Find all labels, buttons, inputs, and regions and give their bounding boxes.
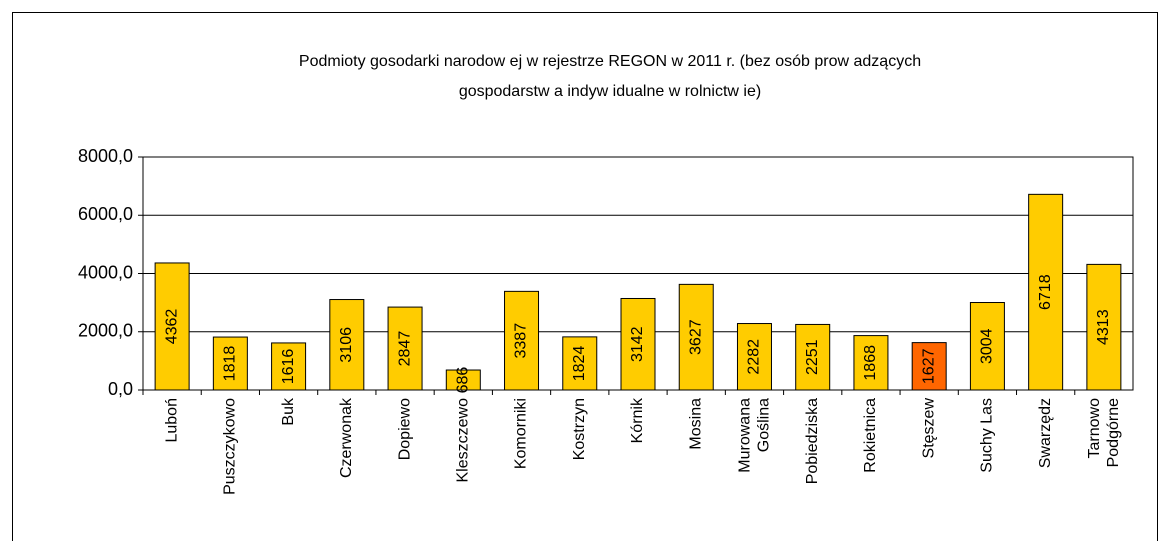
data-label: 4313 <box>1095 309 1112 345</box>
chart-border <box>12 12 1158 541</box>
x-tick-label: Stęszew <box>920 398 937 459</box>
x-tick-label: Dopiewo <box>396 398 413 460</box>
bar <box>911 342 947 391</box>
bar <box>212 336 248 391</box>
x-tick-label: Suchy Las <box>979 398 996 473</box>
data-label: 686 <box>455 367 472 394</box>
bar <box>271 342 307 391</box>
bar <box>562 336 598 391</box>
x-tick-label: Buk <box>280 397 297 426</box>
bar <box>1028 193 1064 391</box>
bar <box>736 323 772 391</box>
data-label: 2847 <box>396 331 413 367</box>
data-label: 6718 <box>1037 274 1054 310</box>
data-label: 2251 <box>804 339 821 375</box>
y-tick-label: 6000,0 <box>78 204 133 224</box>
x-tick-label: Kórnik <box>629 397 646 443</box>
bar <box>387 306 423 391</box>
y-tick-label: 2000,0 <box>78 321 133 341</box>
bar <box>504 290 540 391</box>
bar <box>620 297 656 391</box>
data-label: 1627 <box>920 348 937 384</box>
data-label: 3004 <box>979 328 996 364</box>
x-tick-label: Rokietnica <box>862 398 879 473</box>
data-label: 1824 <box>571 346 588 382</box>
x-tick-label: Murowana Goślina <box>737 398 773 473</box>
x-tick-label: Swarzędz <box>1037 398 1054 468</box>
x-tick-label: Luboń <box>163 398 180 443</box>
x-tick-label: Pobiedziska <box>804 398 821 484</box>
x-tick-label: Komorniki <box>513 398 530 469</box>
bar <box>1086 263 1122 391</box>
bar <box>329 299 365 391</box>
data-label: 3387 <box>513 323 530 359</box>
chart-title: Podmioty gosodarki narodow ej w rejestrz… <box>299 53 921 70</box>
x-tick-label: Czerwonak <box>338 397 355 478</box>
data-label: 1616 <box>280 349 297 385</box>
y-tick-label: 0,0 <box>108 379 133 399</box>
data-label: 3142 <box>629 326 646 362</box>
x-tick-label: Mosina <box>687 398 704 450</box>
x-tick-label: Kleszczewo <box>455 398 472 483</box>
chart-title: gospodarstw a indyw idualne w rolnictw i… <box>459 83 761 100</box>
x-tick-label: Kostrzyn <box>571 398 588 460</box>
bar <box>154 262 190 391</box>
bar <box>678 283 714 391</box>
bar <box>853 335 889 391</box>
data-label: 4362 <box>163 309 180 345</box>
x-tick-label: Tarnowo Podgórne <box>1086 398 1122 467</box>
bar <box>969 302 1005 391</box>
x-tick-label: Puszczykowo <box>222 398 239 495</box>
y-tick-label: 8000,0 <box>78 146 133 166</box>
y-tick-label: 4000,0 <box>78 262 133 282</box>
bar <box>795 323 831 391</box>
data-label: 2282 <box>746 339 763 375</box>
data-label: 1868 <box>862 345 879 381</box>
data-label: 1818 <box>222 346 239 382</box>
data-label: 3106 <box>338 327 355 363</box>
data-label: 3627 <box>687 319 704 355</box>
bar <box>445 369 481 391</box>
